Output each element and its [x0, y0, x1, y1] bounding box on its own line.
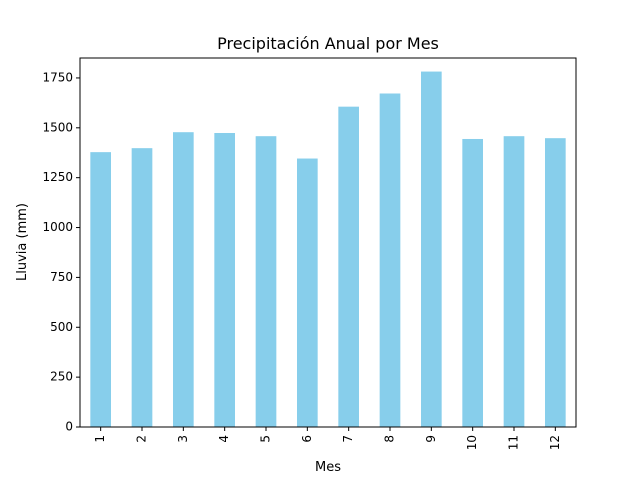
bar-10: [462, 138, 483, 428]
y-axis: 0 250 500 750 1000 1250 1500 1750: [42, 70, 80, 434]
y-tick-label: 500: [50, 320, 73, 334]
bar-8: [379, 93, 401, 427]
bar-12: [545, 138, 566, 427]
y-tick-label: 0: [65, 420, 73, 434]
plot-frame: [79, 57, 577, 428]
bar-5: [255, 136, 277, 427]
x-axis: 1 2 3 4 5 6 7 8 9 10 11 12: [93, 427, 562, 450]
x-tick-label: 4: [217, 435, 231, 443]
x-tick-label: 7: [341, 435, 355, 443]
y-tick-label: 1500: [42, 120, 73, 134]
bar-4: [214, 132, 235, 427]
x-tick-label: 1: [93, 435, 107, 443]
y-tick-label: 1750: [42, 70, 73, 84]
x-tick-label: 2: [135, 435, 149, 443]
x-tick-label: 8: [383, 435, 397, 443]
chart-title: Precipitación Anual por Mes: [217, 34, 439, 53]
x-tick-label: 12: [548, 435, 562, 450]
x-tick-label: 5: [259, 435, 273, 443]
y-tick-label: 1000: [42, 220, 73, 234]
bar-6: [297, 158, 318, 427]
x-tick-label: 10: [465, 435, 479, 450]
y-tick-label: 250: [50, 370, 73, 384]
y-tick-label: 750: [50, 270, 73, 284]
bar-3: [173, 132, 194, 427]
bar-1: [90, 152, 111, 427]
bar-11: [503, 136, 525, 427]
bars-layer: [90, 71, 566, 428]
x-tick-label: 3: [176, 435, 190, 443]
bar-7: [338, 106, 359, 428]
bar-2: [131, 148, 153, 427]
bar-9: [421, 71, 442, 428]
x-tick-label: 11: [507, 435, 521, 450]
y-axis-label: Lluvia (mm): [15, 203, 30, 281]
x-tick-label: 9: [424, 435, 438, 443]
y-tick-label: 1250: [42, 170, 73, 184]
x-tick-label: 6: [300, 435, 314, 443]
x-axis-label: Mes: [315, 460, 341, 475]
